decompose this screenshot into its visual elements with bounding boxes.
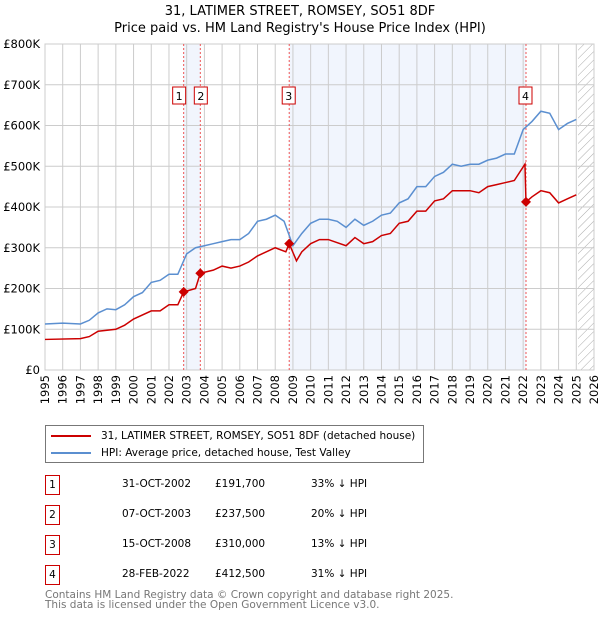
sale-n: 1 bbox=[45, 475, 60, 495]
x-tick-label: 2012 bbox=[339, 375, 353, 404]
legend-item-hpi: HPI: Average price, detached house, Test… bbox=[46, 445, 351, 461]
blue-line-swatch bbox=[51, 452, 91, 454]
plot-border bbox=[44, 43, 595, 371]
x-tick-label: 2014 bbox=[374, 375, 388, 404]
x-tick-label: 2018 bbox=[445, 375, 459, 404]
sale-n: 3 bbox=[45, 535, 60, 555]
sale-label-box bbox=[518, 86, 533, 105]
sale-label-box bbox=[281, 86, 296, 105]
x-tick-label: 1998 bbox=[91, 375, 105, 404]
sale-marker bbox=[520, 196, 531, 207]
x-tick-label: 2024 bbox=[552, 375, 566, 404]
y-tick-label: £100K bbox=[3, 322, 40, 336]
x-tick-label: 1997 bbox=[73, 375, 87, 404]
sale-label-box bbox=[193, 86, 208, 105]
sale-row: 3 15-OCT-2008 £310,000 13% ↓ HPI bbox=[45, 535, 465, 555]
sale-row: 2 07-OCT-2003 £237,500 20% ↓ HPI bbox=[45, 505, 465, 525]
plot-area: £0 £100K £200K £300K £400K £500K £600K £700K £80… bbox=[3, 37, 600, 404]
sale-marker bbox=[178, 286, 189, 297]
x-tick-label: 1995 bbox=[38, 375, 52, 404]
series-line-hpi bbox=[44, 110, 577, 325]
sale-n: 2 bbox=[45, 505, 60, 525]
sale-price: £191,700 bbox=[215, 478, 266, 490]
series-line-property bbox=[44, 161, 577, 341]
x-tick-label: 2007 bbox=[251, 375, 265, 404]
y-tick-label: £300K bbox=[3, 241, 40, 255]
sale-n: 4 bbox=[45, 565, 60, 585]
x-tick-label: 2025 bbox=[569, 375, 583, 404]
sale-price: £237,500 bbox=[215, 508, 266, 520]
sale-date: 15-OCT-2008 bbox=[122, 538, 191, 550]
x-tick-label: 2010 bbox=[304, 375, 318, 404]
x-tick-label: 2000 bbox=[127, 375, 141, 404]
red-line-swatch bbox=[51, 435, 91, 437]
sale-label: 1 bbox=[176, 90, 183, 103]
sale-hpi: 20% ↓ HPI bbox=[311, 508, 368, 520]
sale-marker bbox=[284, 238, 295, 249]
x-tick-label: 2021 bbox=[498, 375, 512, 404]
x-tick-label: 2016 bbox=[410, 375, 424, 404]
x-tick-label: 2002 bbox=[162, 375, 176, 404]
y-tick-label: £800K bbox=[3, 37, 40, 51]
x-tick-label: 2026 bbox=[587, 375, 600, 404]
x-tick-label: 2008 bbox=[268, 375, 282, 404]
sale-label: 2 bbox=[197, 90, 204, 103]
x-tick-label: 2013 bbox=[357, 375, 371, 404]
footer-line: This data is licensed under the Open Gov… bbox=[45, 599, 380, 611]
sale-date: 28-FEB-2022 bbox=[122, 568, 190, 580]
x-tick-label: 1999 bbox=[109, 375, 123, 404]
y-tick-label: £500K bbox=[3, 159, 40, 173]
y-tick-label: £700K bbox=[3, 78, 40, 92]
x-tick-label: 2003 bbox=[180, 375, 194, 404]
x-tick-label: 2020 bbox=[481, 375, 495, 404]
sale-label-box bbox=[172, 86, 187, 105]
sale-hpi: 31% ↓ HPI bbox=[311, 568, 368, 580]
x-tick-label: 2004 bbox=[197, 375, 211, 404]
footer-line: Contains HM Land Registry data © Crown c… bbox=[45, 589, 454, 601]
legend: 31, LATIMER STREET, ROMSEY, SO51 8DF (de… bbox=[45, 425, 424, 463]
x-tick-label: 1996 bbox=[56, 375, 70, 404]
x-tick-label: 2017 bbox=[428, 375, 442, 404]
chart-title: 31, LATIMER STREET, ROMSEY, SO51 8DF bbox=[164, 4, 436, 19]
y-tick-label: £200K bbox=[3, 282, 40, 296]
x-tick-label: 2011 bbox=[321, 375, 335, 404]
x-tick-label: 2001 bbox=[144, 375, 158, 404]
x-tick-label: 2005 bbox=[215, 375, 229, 404]
legend-label: 31, LATIMER STREET, ROMSEY, SO51 8DF (de… bbox=[101, 430, 416, 442]
y-tick-label: £0 bbox=[25, 363, 40, 377]
sale-price: £412,500 bbox=[215, 568, 266, 580]
x-tick-label: 2009 bbox=[286, 375, 300, 404]
sale-row: 1 31-OCT-2002 £191,700 33% ↓ HPI bbox=[45, 475, 465, 495]
y-tick-label: £600K bbox=[3, 119, 40, 133]
sale-label: 4 bbox=[522, 90, 529, 103]
legend-item-property: 31, LATIMER STREET, ROMSEY, SO51 8DF (de… bbox=[46, 428, 415, 444]
sale-price: £310,000 bbox=[215, 538, 266, 550]
sale-row: 4 28-FEB-2022 £412,500 31% ↓ HPI bbox=[45, 565, 465, 585]
chart-subtitle: Price paid vs. HM Land Registry's House … bbox=[114, 21, 486, 36]
y-tick-label: £400K bbox=[3, 200, 40, 214]
sale-date: 31-OCT-2002 bbox=[122, 478, 191, 490]
sale-date: 07-OCT-2003 bbox=[122, 508, 191, 520]
legend-label: HPI: Average price, detached house, Test… bbox=[101, 447, 351, 459]
x-tick-label: 2019 bbox=[463, 375, 477, 404]
x-tick-label: 2023 bbox=[534, 375, 548, 404]
sale-label: 3 bbox=[285, 90, 292, 103]
x-tick-label: 2006 bbox=[233, 375, 247, 404]
sale-hpi: 33% ↓ HPI bbox=[311, 478, 368, 490]
x-tick-label: 2022 bbox=[516, 375, 530, 404]
sale-marker bbox=[195, 268, 206, 279]
sale-hpi: 13% ↓ HPI bbox=[311, 538, 368, 550]
x-tick-label: 2015 bbox=[392, 375, 406, 404]
footer: Contains HM Land Registry data © Crown c… bbox=[45, 589, 454, 611]
